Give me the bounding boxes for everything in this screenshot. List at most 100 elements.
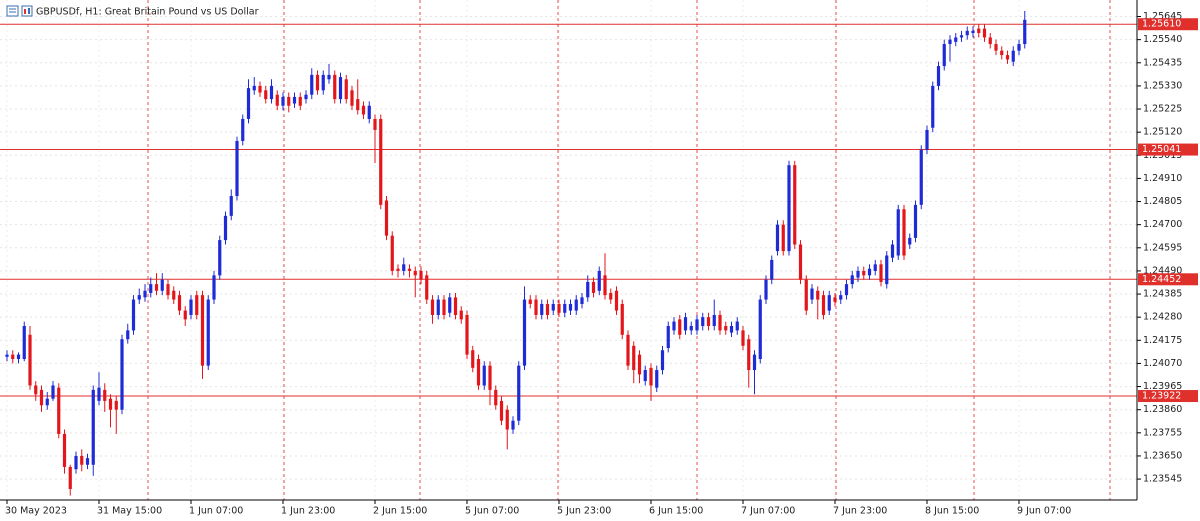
candle-body	[844, 284, 849, 296]
candle-body	[62, 433, 67, 467]
candle-body	[413, 270, 417, 276]
candle-body	[166, 284, 170, 296]
candle-body	[39, 389, 44, 406]
x-tick-label: 1 Jun 07:00	[189, 506, 243, 517]
y-tick-label: 1.23650	[1143, 450, 1182, 461]
candle-body	[971, 30, 975, 34]
candle-body	[885, 255, 889, 285]
candle-body	[879, 264, 883, 282]
candle-body	[200, 295, 205, 366]
candle-body	[954, 37, 958, 42]
candle-body	[890, 244, 895, 258]
candle-body	[982, 28, 987, 38]
candle-body	[172, 290, 176, 300]
candle-body	[988, 37, 992, 45]
candle-body	[666, 325, 670, 349]
candle-body	[390, 235, 394, 271]
candle-body	[551, 303, 555, 311]
y-tick-label: 1.23755	[1143, 427, 1182, 438]
candle-body	[712, 314, 716, 326]
candle-body	[902, 209, 906, 256]
candle-body	[741, 330, 745, 346]
y-tick-label: 1.23965	[1143, 381, 1182, 392]
candle-body	[442, 299, 446, 315]
toolbar-icons	[6, 5, 33, 17]
candle-body	[672, 321, 676, 331]
candle-body	[321, 74, 325, 91]
candle-body	[327, 74, 331, 80]
candle-body	[563, 303, 567, 313]
candle-body	[798, 244, 803, 280]
x-tick-label: 5 Jun 23:00	[557, 506, 611, 517]
y-tick-label: 1.23545	[1143, 474, 1182, 485]
candle-body	[223, 215, 228, 241]
candle-body	[925, 129, 929, 150]
candle-body	[655, 370, 659, 388]
candle-body	[373, 118, 377, 130]
candle-body	[609, 292, 613, 300]
candle-body	[821, 295, 826, 315]
candle-body	[264, 90, 268, 100]
y-tick-label: 1.24280	[1143, 312, 1182, 323]
candle-body	[620, 303, 624, 335]
candle-body	[137, 295, 141, 300]
candle-body	[511, 420, 515, 430]
level-label: 1.23922	[1142, 391, 1181, 402]
candle-body	[361, 105, 366, 115]
candle-body	[1017, 44, 1021, 51]
candle-body	[34, 385, 38, 395]
candle-body	[660, 350, 665, 371]
candle-body	[183, 310, 187, 320]
candle-body	[931, 85, 935, 128]
candle-body	[488, 365, 492, 390]
candle-body	[419, 270, 423, 280]
candle-body	[781, 224, 785, 252]
candle-body	[896, 209, 900, 256]
icon-bar	[28, 8, 30, 14]
candle-body	[1005, 55, 1010, 60]
y-tick-label: 1.25540	[1143, 34, 1182, 45]
candle-body	[856, 270, 860, 278]
candle-body	[522, 299, 527, 366]
candle-body	[5, 354, 9, 357]
x-tick-label: 2 Jun 15:00	[373, 506, 427, 517]
candle-body	[120, 339, 124, 410]
candle-body	[126, 330, 130, 340]
y-tick-label: 1.24385	[1143, 289, 1182, 300]
candle-body	[649, 367, 653, 386]
candle-body	[517, 365, 521, 421]
candle-body	[735, 321, 739, 331]
candle-body	[57, 387, 61, 434]
candle-body	[637, 354, 642, 375]
candle-body	[246, 88, 251, 119]
candle-body	[344, 79, 348, 100]
y-tick-label: 1.24490	[1143, 265, 1182, 276]
candle-body	[775, 224, 780, 252]
candle-body	[724, 325, 728, 331]
candle-body	[994, 44, 998, 51]
candle-body	[534, 299, 538, 315]
candle-body	[206, 299, 210, 366]
chart-title: GBPUSDf, H1: Great Britain Pound vs US D…	[36, 7, 259, 18]
candle-body	[499, 400, 504, 421]
candle-body	[292, 96, 297, 104]
icon	[6, 5, 19, 17]
candle-body	[839, 295, 843, 300]
candle-body	[91, 389, 95, 465]
candle-body	[626, 334, 630, 366]
candle-body	[632, 345, 636, 371]
candle-body	[333, 74, 337, 100]
candle-body	[701, 317, 705, 326]
candle-body	[793, 165, 797, 245]
candle-body	[459, 310, 463, 320]
candle-body	[614, 290, 619, 311]
candle-body	[338, 77, 343, 100]
candle-body	[586, 281, 590, 298]
y-tick-label: 1.25435	[1143, 57, 1182, 68]
candle-body	[45, 398, 49, 406]
candle-body	[160, 279, 164, 291]
candle-body	[154, 284, 159, 291]
candle-body	[494, 389, 498, 406]
candle-body	[706, 317, 711, 326]
